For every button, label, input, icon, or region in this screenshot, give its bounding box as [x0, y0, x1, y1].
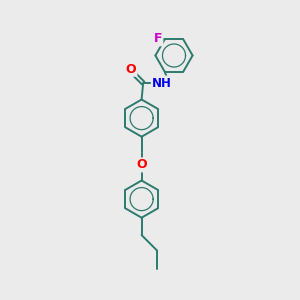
Text: F: F	[154, 32, 162, 45]
Text: NH: NH	[152, 76, 172, 89]
Text: O: O	[136, 158, 147, 171]
Text: O: O	[126, 63, 136, 76]
